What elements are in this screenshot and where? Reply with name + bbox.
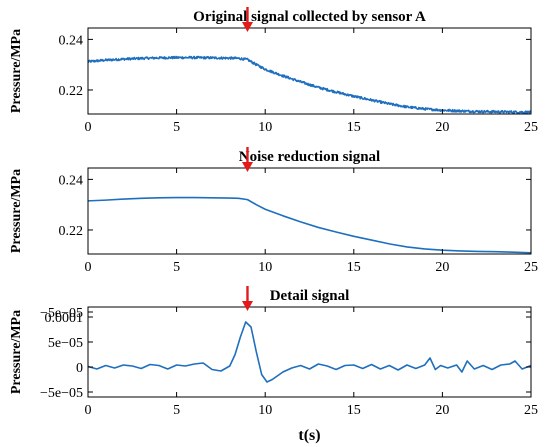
x-tick-label: 5 [173,120,180,135]
y-axis-label: Pressure/MPa [9,169,24,253]
red-arrow-icon [241,7,253,32]
y-axis-label: Pressure/MPa [9,29,24,113]
y-tick-label: −5e−05 [40,386,83,401]
x-tick-label: 0 [85,260,92,275]
x-tick-label: 0 [85,403,92,418]
y-tick-label: 0.22 [59,224,84,239]
y-tick-label: 0.22 [59,84,84,99]
x-tick-label: 15 [347,120,361,135]
x-tick-label: 10 [258,260,272,275]
chart-title: Detail signal [270,288,350,304]
series-line-1 [87,196,532,254]
y-tick-label: −5e−05 [40,306,83,321]
y-tick-label: 0.24 [59,33,84,48]
x-tick-label: 10 [258,403,272,418]
red-arrow-icon [241,147,253,172]
chart-title: Original signal collected by sensor A [193,9,426,25]
chart-panel-2: Noise reduction signal Pressure/MPa 0 5 10 15… [9,147,538,275]
x-tick-label: 20 [435,403,449,418]
x-tick-label: 25 [524,403,538,418]
plot-frame [87,167,532,255]
y-tick-label: 5e−05 [48,336,83,351]
x-tick-label: 25 [524,260,538,275]
y-tick-label: 0.24 [59,173,84,188]
x-tick-label: 20 [435,120,449,135]
chart-title: Noise reduction signal [239,149,380,165]
x-tick-label: 20 [435,260,449,275]
series-line-1 [87,55,532,115]
x-tick-label: 15 [347,260,361,275]
x-tick-label: 10 [258,120,272,135]
chart-panel-3: Detail signal Pressure/MPa t(s) 0 5 10 15 20 25 −… [9,286,538,444]
x-tick-label: 15 [347,403,361,418]
x-tick-label: 0 [85,120,92,135]
y-tick-label: 0 [76,361,83,376]
x-axis-label: t(s) [298,427,320,444]
x-tick-label: 5 [173,403,180,418]
chart-panel-1: Original signal collected by sensor A Pre… [9,7,538,135]
y-tick-label: 0.0001 [45,311,84,326]
x-tick-label: 5 [173,260,180,275]
red-arrow-icon [241,286,253,311]
series-line-1 [87,321,532,383]
plot-frame [87,306,532,398]
y-axis-label: Pressure/MPa [9,310,24,394]
x-tick-label: 25 [524,120,538,135]
plot-frame [87,27,532,115]
